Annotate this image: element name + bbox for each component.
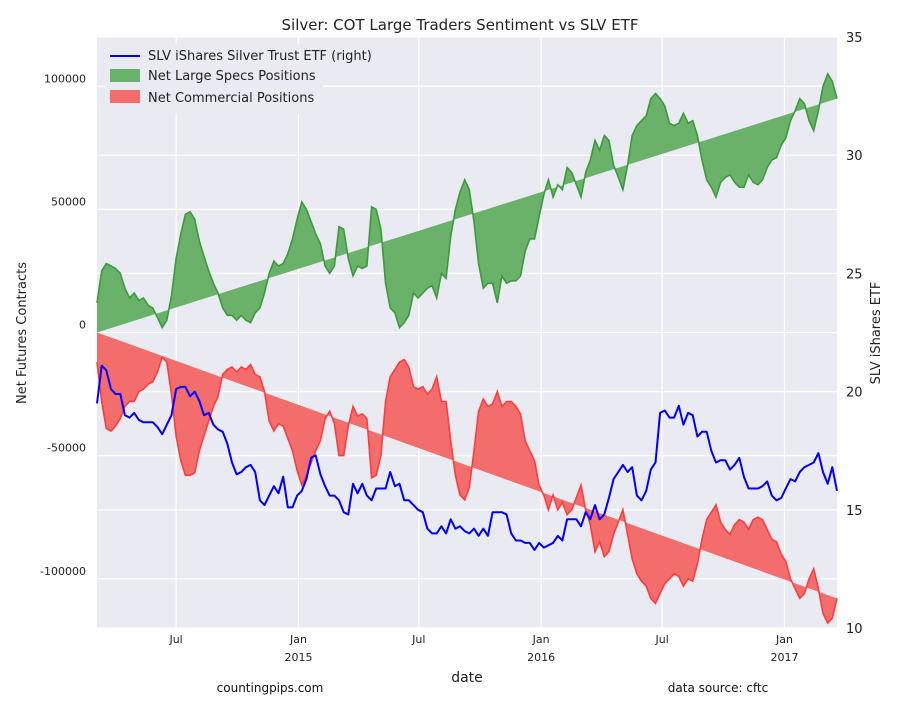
x-tick-year-label: 2017 <box>770 651 798 664</box>
x-tick-label: Jul <box>411 633 425 646</box>
x-tick-label: Jan <box>289 633 307 646</box>
area-commercial-edge <box>96 355 838 625</box>
slv-price-series <box>96 364 838 551</box>
right-y-tick-label: 25 <box>846 267 863 282</box>
x-tick-year-label: 2016 <box>527 651 555 664</box>
left-y-tick-label: 0 <box>79 319 86 332</box>
right-y-tick-label: 10 <box>846 622 863 637</box>
legend: SLV iShares Silver Trust ETF (right) Net… <box>105 44 372 114</box>
right-y-tick-label: 35 <box>846 31 863 46</box>
legend-label-specs: Net Large Specs Positions <box>148 69 316 84</box>
legend-label-commercial: Net Commercial Positions <box>148 91 314 106</box>
axis-ticks: -100000 -50000 0 50000 100000 10 15 20 25 30 35 Jul… <box>40 31 863 664</box>
footer-source-site: countingpips.com <box>217 681 324 695</box>
right-y-axis-label: SLV iShares ETF <box>869 282 884 385</box>
x-axis-label: date <box>451 670 483 686</box>
left-y-axis-label: Net Futures Contracts <box>15 262 30 404</box>
legend-swatch-specs <box>110 69 140 82</box>
right-y-tick-label: 30 <box>846 149 863 164</box>
right-y-tick-label: 20 <box>846 386 863 401</box>
x-tick-year-label: 2015 <box>284 651 312 664</box>
legend-label-slv: SLV iShares Silver Trust ETF (right) <box>148 49 372 64</box>
position-areas <box>96 72 838 625</box>
left-y-tick-label: -100000 <box>40 565 86 578</box>
left-y-tick-label: 50000 <box>51 195 86 208</box>
legend-box <box>105 44 323 114</box>
legend-swatch-commercial <box>110 90 140 103</box>
area-specs-edge <box>96 72 838 330</box>
x-tick-label: Jul <box>654 633 668 646</box>
left-y-tick-label: -50000 <box>47 442 86 455</box>
left-y-tick-label: 100000 <box>44 72 86 85</box>
x-tick-label: Jan <box>775 633 793 646</box>
x-tick-label: Jul <box>168 633 182 646</box>
x-tick-label: Jan <box>532 633 550 646</box>
chart-title: Silver: COT Large Traders Sentiment vs S… <box>282 16 639 34</box>
footer-data-source: data source: cftc <box>668 681 768 695</box>
area-commercial-fill <box>97 332 837 624</box>
slv-price-line <box>96 364 838 551</box>
right-y-tick-label: 15 <box>846 504 863 519</box>
area-specs-fill <box>97 73 837 333</box>
